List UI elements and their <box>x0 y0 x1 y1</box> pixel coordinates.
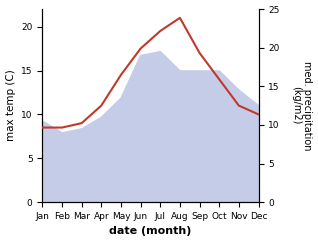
Y-axis label: max temp (C): max temp (C) <box>5 70 16 142</box>
Y-axis label: med. precipitation
(kg/m2): med. precipitation (kg/m2) <box>291 61 313 150</box>
X-axis label: date (month): date (month) <box>109 227 192 236</box>
